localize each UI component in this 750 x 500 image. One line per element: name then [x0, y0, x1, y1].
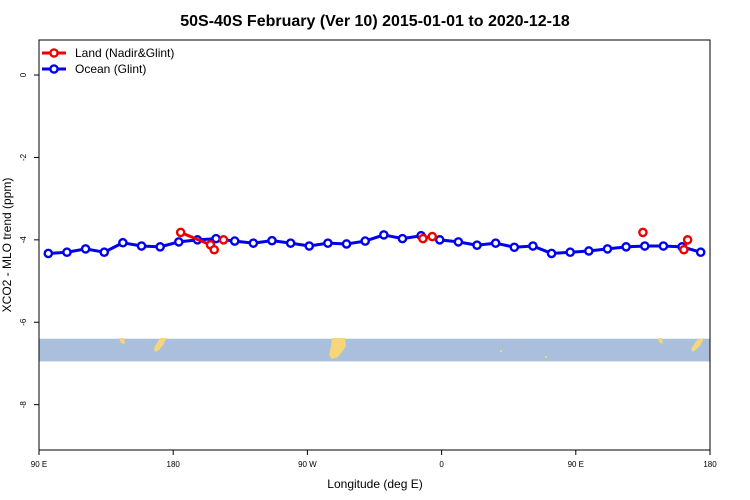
y-axis-label: XCO2 - MLO trend (ppm)	[0, 178, 14, 313]
land-series-point	[679, 244, 689, 255]
ocean-series-point	[62, 247, 72, 258]
x-axis-label: Longitude (deg E)	[327, 477, 422, 491]
y-tick-label: -8	[19, 401, 28, 409]
ocean-series-point	[155, 242, 165, 252]
ocean-series-point	[602, 244, 613, 254]
land-mass	[658, 338, 663, 344]
ocean-series-point	[565, 247, 576, 258]
x-axis: 90 E 180 90 W 0 90 E 180	[31, 450, 717, 469]
ocean-series-point	[509, 242, 520, 253]
ocean-series-point	[472, 240, 482, 251]
ocean-series-point	[136, 241, 147, 251]
ocean-series-point	[323, 238, 333, 248]
plot-frame	[38, 39, 711, 451]
ocean-series-point	[379, 230, 389, 240]
land-mass	[329, 338, 346, 359]
ocean-series-point	[341, 239, 352, 249]
y-tick-label: -4	[19, 236, 28, 244]
ocean-series-point	[639, 241, 650, 251]
ocean-series-point	[621, 242, 631, 252]
ocean-series-point	[267, 235, 277, 246]
ocean-series-point	[285, 238, 296, 248]
ocean-series-point	[453, 237, 464, 247]
land-mass	[154, 338, 167, 352]
land-series-point	[682, 235, 693, 245]
ocean-series-point	[173, 237, 184, 247]
ocean-series-point	[658, 241, 669, 251]
map-strip	[39, 338, 710, 362]
ocean-series-point	[434, 235, 445, 245]
ocean-series-point	[528, 241, 538, 251]
ocean-series-line	[48, 233, 702, 255]
land-series-point	[638, 227, 648, 238]
land-series-point	[427, 231, 438, 242]
land-mass	[500, 350, 502, 352]
land-series-point	[418, 233, 428, 244]
y-tick-label: -6	[19, 318, 28, 326]
chart-title: 50S-40S February (Ver 10) 2015-01-01 to …	[180, 13, 570, 30]
ocean-series-point	[43, 248, 54, 259]
ocean-series-point	[248, 238, 259, 248]
legend-swatch-marker	[49, 64, 59, 74]
land-shapes	[119, 338, 704, 359]
ocean-series-point	[360, 236, 370, 246]
ocean-series-point	[99, 247, 110, 258]
x-tick-label: 90 E	[31, 460, 47, 469]
ocean-series-point	[229, 236, 240, 246]
land-series-point	[218, 235, 229, 245]
legend: Land (Nadir&Glint) Ocean (Glint)	[42, 46, 174, 76]
ocean-series-point	[304, 241, 315, 251]
legend-swatch-marker	[49, 48, 59, 58]
land-series-point	[209, 244, 220, 255]
land-mass	[545, 356, 547, 358]
ocean-series-point	[584, 246, 594, 256]
ocean-series-point	[695, 247, 706, 258]
ocean-series-point	[546, 248, 557, 259]
x-tick-label: 90 E	[568, 460, 584, 469]
x-tick-label: 0	[439, 460, 444, 469]
ocean-series-point	[80, 244, 91, 254]
y-tick-label: -2	[19, 153, 28, 161]
ocean-series-point	[118, 237, 128, 248]
ocean-series-point	[397, 233, 408, 244]
land-mass	[119, 338, 125, 344]
x-tick-label: 90 W	[298, 460, 317, 469]
y-tick-label: 0	[19, 72, 28, 77]
series-layer	[43, 227, 706, 259]
y-axis: 0 -2 -4 -6 -8	[19, 72, 39, 408]
legend-label: Land (Nadir&Glint)	[75, 46, 174, 60]
land-series-point	[175, 227, 186, 238]
legend-label: Ocean (Glint)	[75, 62, 146, 76]
ocean-series-point	[490, 238, 501, 248]
land-mass	[691, 338, 704, 352]
x-tick-label: 180	[703, 460, 717, 469]
ocean-band	[39, 338, 710, 362]
x-tick-label: 180	[167, 460, 181, 469]
